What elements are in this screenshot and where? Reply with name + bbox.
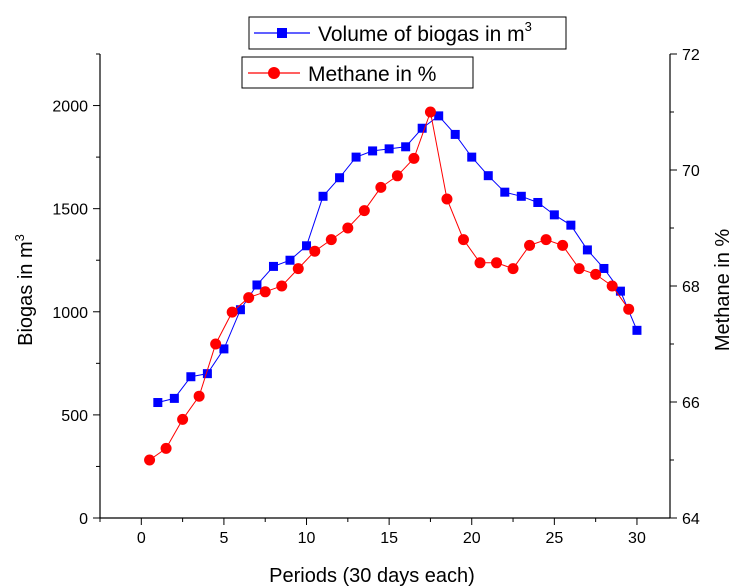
- data-point-biogas: [615, 286, 625, 296]
- x-tick-label: 5: [219, 530, 228, 547]
- y-tick-label: 1000: [52, 305, 88, 322]
- data-point-biogas: [186, 372, 196, 382]
- data-point-methane: [507, 263, 519, 275]
- y2-tick-label: 66: [682, 395, 700, 412]
- data-point-methane: [342, 222, 354, 234]
- data-point-biogas: [401, 142, 411, 152]
- x-tick-label: 20: [463, 530, 481, 547]
- data-point-methane: [193, 390, 205, 402]
- legend-label-biogas: Volume of biogas in m3: [318, 19, 532, 46]
- data-point-methane: [243, 292, 255, 304]
- data-point-biogas: [235, 305, 245, 315]
- y-tick-label: 500: [61, 408, 88, 425]
- data-point-methane: [524, 239, 536, 251]
- data-point-biogas: [335, 173, 345, 183]
- data-point-biogas: [202, 369, 212, 379]
- data-point-biogas: [368, 146, 378, 156]
- data-point-methane: [292, 263, 304, 275]
- data-point-methane: [144, 454, 156, 466]
- data-point-biogas: [434, 111, 444, 121]
- data-point-methane: [457, 234, 469, 246]
- data-point-methane: [623, 303, 635, 315]
- data-point-methane: [160, 442, 172, 454]
- y-tick-label: 0: [79, 511, 88, 528]
- data-point-biogas: [549, 210, 559, 220]
- y-axis-title: Biogas in m3: [12, 234, 37, 346]
- data-point-methane: [540, 234, 552, 246]
- data-point-methane: [391, 170, 403, 182]
- x-tick-label: 15: [380, 530, 398, 547]
- data-point-methane: [408, 152, 420, 164]
- series-layer: [144, 106, 642, 466]
- series-line-methane: [149, 110, 630, 461]
- data-point-biogas: [467, 152, 477, 162]
- data-point-methane: [177, 413, 189, 425]
- data-point-biogas: [599, 263, 609, 273]
- y2-tick-label: 72: [682, 47, 700, 64]
- data-point-biogas: [318, 191, 328, 201]
- data-point-methane: [573, 263, 585, 275]
- x-tick-label: 30: [628, 530, 646, 547]
- plot-axes: 0 5 10 15 20 25 30 0 500 1000 1500 2000 64 66 68 70 72: [52, 47, 699, 547]
- data-point-biogas: [582, 245, 592, 255]
- data-point-methane: [210, 338, 222, 350]
- legend-label-methane: Methane in %: [308, 63, 436, 86]
- data-point-biogas: [169, 393, 179, 403]
- data-point-biogas: [450, 129, 460, 139]
- legend-circle-marker: [268, 67, 280, 79]
- data-point-methane: [474, 257, 486, 269]
- data-point-methane: [226, 306, 238, 318]
- y2-axis-title: Methane in %: [712, 229, 734, 352]
- data-point-methane: [491, 257, 503, 269]
- data-point-biogas: [252, 280, 262, 290]
- y-tick-label: 1500: [52, 202, 88, 219]
- y-tick-label: 2000: [52, 99, 88, 116]
- data-point-biogas: [483, 171, 493, 181]
- data-point-methane: [358, 205, 370, 217]
- data-point-biogas: [219, 344, 229, 354]
- data-point-biogas: [632, 325, 642, 335]
- data-point-methane: [309, 245, 321, 257]
- data-point-methane: [259, 286, 271, 298]
- data-point-methane: [424, 106, 436, 118]
- data-point-biogas: [500, 187, 510, 197]
- data-point-methane: [325, 234, 337, 246]
- data-point-biogas: [533, 197, 543, 207]
- data-point-methane: [557, 239, 569, 251]
- x-axis-title: Periods (30 days each): [269, 565, 475, 587]
- data-point-biogas: [384, 144, 394, 154]
- data-point-methane: [375, 181, 387, 193]
- data-point-biogas: [417, 123, 427, 133]
- y2-tick-label: 68: [682, 279, 700, 296]
- data-point-biogas: [268, 261, 278, 271]
- x-tick-label: 25: [545, 530, 563, 547]
- data-point-methane: [276, 280, 288, 292]
- data-point-methane: [590, 268, 602, 280]
- data-point-methane: [606, 280, 618, 292]
- data-point-biogas: [153, 398, 163, 408]
- legend-square-marker: [277, 28, 287, 38]
- data-point-biogas: [351, 152, 361, 162]
- y2-tick-label: 70: [682, 163, 700, 180]
- x-tick-label: 10: [298, 530, 316, 547]
- data-point-biogas: [566, 220, 576, 230]
- data-point-biogas: [285, 255, 295, 265]
- legend-biogas: Volume of biogas in m3: [248, 16, 567, 50]
- x-tick-label: 0: [137, 530, 146, 547]
- data-point-methane: [441, 193, 453, 205]
- data-point-biogas: [516, 191, 526, 201]
- legend-methane: Methane in %: [241, 56, 474, 89]
- data-point-biogas: [302, 241, 312, 251]
- y2-tick-label: 64: [682, 511, 700, 528]
- series-line-biogas: [157, 115, 638, 404]
